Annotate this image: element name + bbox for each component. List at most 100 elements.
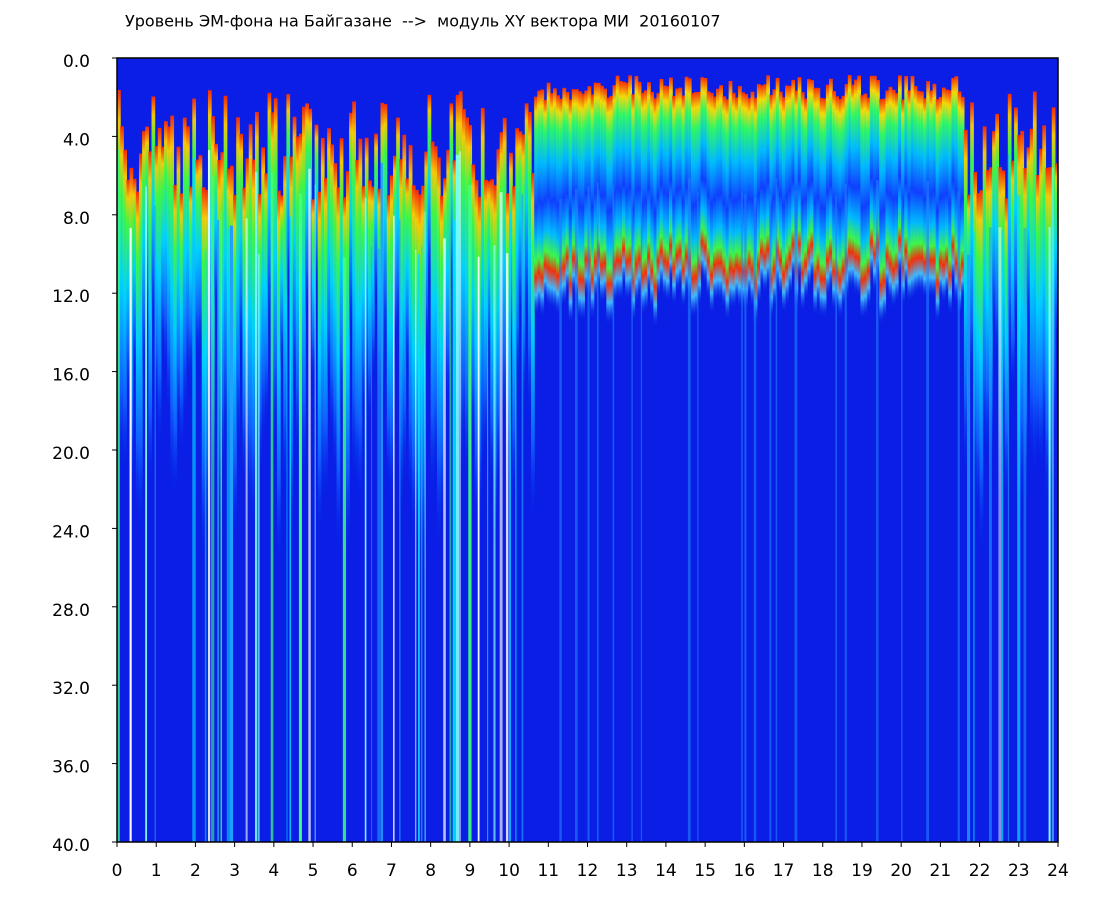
streak xyxy=(245,218,248,842)
texture xyxy=(170,115,175,504)
texture xyxy=(258,194,262,480)
texture xyxy=(697,91,702,306)
texture xyxy=(854,79,858,296)
streak xyxy=(229,225,234,842)
streak xyxy=(957,191,960,842)
streak xyxy=(876,180,879,842)
texture xyxy=(615,75,620,301)
texture xyxy=(722,96,727,309)
texture xyxy=(239,133,244,361)
streak xyxy=(559,198,562,842)
texture xyxy=(436,157,441,560)
x-tick-label: 22 xyxy=(969,861,991,881)
texture xyxy=(132,178,137,379)
chart-title: Уровень ЭМ-фона на Байгазане --> модуль … xyxy=(125,12,721,31)
texture xyxy=(788,85,792,296)
streak xyxy=(835,196,837,842)
streak xyxy=(207,150,211,842)
streak xyxy=(418,254,420,842)
texture xyxy=(1020,130,1025,519)
texture xyxy=(625,82,629,302)
streak xyxy=(424,211,426,842)
texture xyxy=(305,103,309,324)
texture xyxy=(361,186,366,422)
texture xyxy=(264,173,269,431)
texture xyxy=(747,98,752,299)
x-tick-label: 12 xyxy=(577,861,599,881)
streak xyxy=(414,249,417,842)
streak xyxy=(493,245,496,842)
texture xyxy=(907,90,912,303)
texture xyxy=(982,126,987,461)
texture xyxy=(283,156,287,500)
y-tick-label: 12.0 xyxy=(52,287,90,307)
x-tick-label: 20 xyxy=(890,861,912,881)
texture xyxy=(236,117,240,462)
texture xyxy=(756,84,761,306)
texture xyxy=(606,97,611,326)
streak xyxy=(973,231,975,842)
texture xyxy=(176,146,181,438)
texture xyxy=(465,117,469,494)
streak xyxy=(342,257,347,842)
texture xyxy=(399,159,404,525)
texture xyxy=(643,90,648,313)
streak xyxy=(371,246,373,842)
texture xyxy=(204,189,209,543)
texture xyxy=(659,78,664,290)
texture xyxy=(543,99,548,301)
texture xyxy=(885,90,890,293)
texture xyxy=(810,80,814,282)
texture xyxy=(822,98,827,320)
texture xyxy=(242,187,247,492)
x-tick-label: 8 xyxy=(425,861,436,881)
streak xyxy=(753,197,757,842)
texture xyxy=(449,103,454,290)
texture xyxy=(179,193,184,459)
streak xyxy=(477,256,480,842)
texture xyxy=(628,75,633,301)
x-tick-label: 1 xyxy=(151,861,162,881)
texture xyxy=(487,181,491,362)
streak xyxy=(298,193,302,842)
texture xyxy=(405,178,410,374)
texture xyxy=(772,89,777,309)
texture xyxy=(289,156,294,554)
texture xyxy=(512,186,516,511)
texture xyxy=(383,104,388,354)
texture xyxy=(778,91,783,298)
texture xyxy=(847,75,852,291)
texture xyxy=(371,186,375,385)
texture xyxy=(618,80,623,301)
streak xyxy=(258,254,260,842)
streak xyxy=(452,220,456,842)
texture xyxy=(803,98,808,301)
texture xyxy=(734,97,739,303)
streak xyxy=(129,227,132,842)
texture xyxy=(653,98,658,329)
texture xyxy=(546,82,551,309)
texture xyxy=(1026,147,1031,330)
texture xyxy=(518,131,523,324)
streak xyxy=(631,194,633,842)
texture xyxy=(220,152,225,486)
texture xyxy=(647,82,651,295)
texture xyxy=(154,145,159,418)
x-tick-label: 5 xyxy=(308,861,319,881)
texture xyxy=(167,126,171,425)
texture xyxy=(537,90,542,313)
texture xyxy=(976,193,981,522)
x-tick-label: 21 xyxy=(930,861,952,881)
texture xyxy=(540,89,545,319)
texture xyxy=(866,97,871,309)
streak xyxy=(421,245,423,842)
y-tick-label: 0.0 xyxy=(63,52,90,72)
streak xyxy=(687,178,691,842)
texture xyxy=(396,117,400,342)
x-tick-label: 16 xyxy=(734,861,756,881)
texture xyxy=(985,169,990,463)
y-tick-label: 16.0 xyxy=(52,366,90,386)
texture xyxy=(797,77,802,281)
streak xyxy=(1023,228,1027,842)
texture xyxy=(126,179,131,408)
